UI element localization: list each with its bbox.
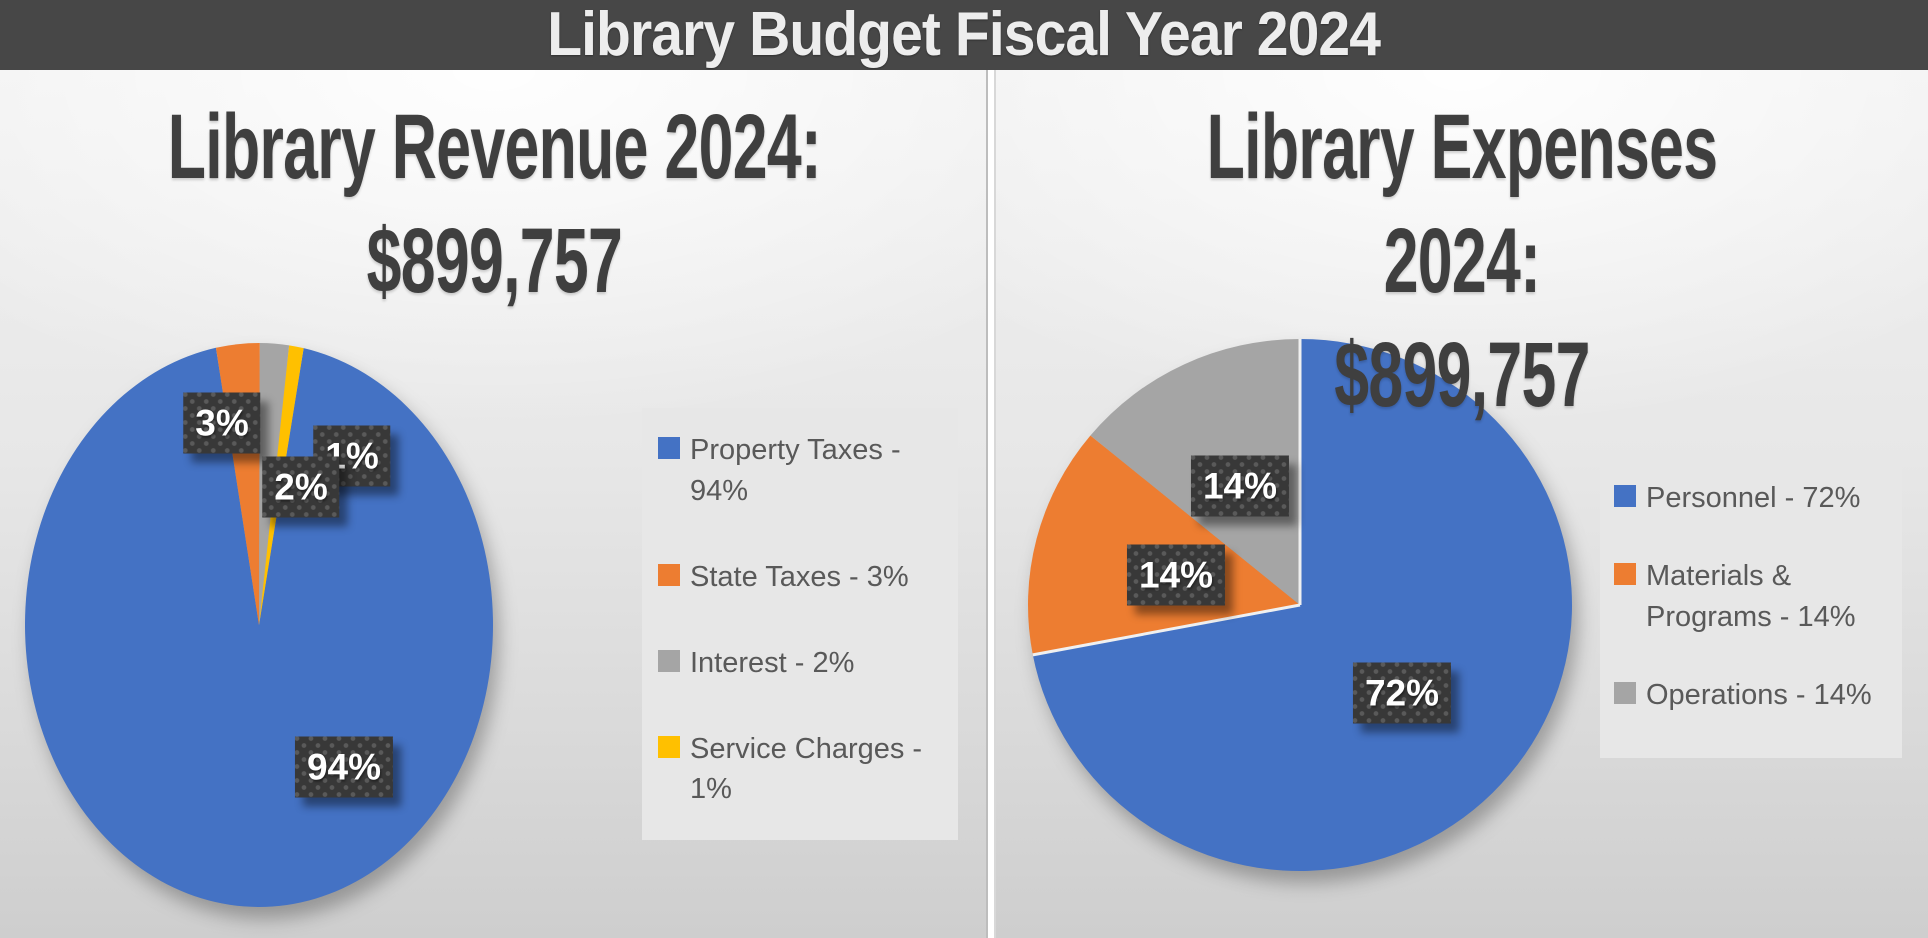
legend-item-personnel: Personnel - 72%	[1614, 478, 1892, 519]
legend-swatch-icon	[658, 563, 680, 586]
revenue-legend: Property Taxes - 94% State Taxes - 3% Inte…	[642, 408, 958, 840]
legend-item-label: Property Taxes - 94%	[690, 434, 901, 507]
pie-slice-interest	[259, 343, 290, 625]
legend-swatch-icon	[658, 735, 680, 758]
legend-swatch-icon	[1614, 682, 1636, 705]
legend-item-interest: Interest - 2%	[658, 643, 946, 684]
page-title-bar: Library Budget Fiscal Year 2024	[0, 0, 1928, 70]
legend-item-label: Materials & Programs - 14%	[1646, 560, 1856, 633]
legend-item-label: Personnel - 72%	[1646, 482, 1861, 514]
pie-slice-materials-programs	[1028, 435, 1300, 655]
page-title: Library Budget Fiscal Year 2024	[547, 0, 1382, 69]
pie-slice-operations	[1090, 339, 1300, 605]
data-label-service-charges: 1%	[313, 426, 390, 487]
data-label-personnel: 72%	[1353, 663, 1451, 724]
data-label-state-taxes: 3%	[183, 393, 260, 454]
expenses-chart-panel: Library Expenses 2024: $899,757 72% 14% 14…	[996, 70, 1928, 938]
legend-item-label: State Taxes - 3%	[690, 560, 909, 593]
legend-swatch-icon	[658, 649, 680, 672]
expenses-legend: Personnel - 72% Materials & Programs - 14…	[1600, 450, 1902, 758]
data-label-materials-programs: 14%	[1127, 545, 1225, 606]
data-label-property-taxes: 94%	[295, 737, 393, 798]
slice-separator-line	[1032, 603, 1301, 657]
revenue-chart-panel: Library Revenue 2024: $899,757 94% 3% 2% 1%…	[0, 70, 988, 938]
data-label-operations: 14%	[1191, 456, 1289, 517]
legend-item-service-charges: Service Charges - 1%	[658, 729, 946, 810]
legend-item-label: Service Charges - 1%	[690, 732, 923, 806]
legend-item-operations: Operations - 14%	[1614, 675, 1892, 716]
legend-item-property-taxes: Property Taxes - 94%	[658, 430, 946, 511]
legend-item-label: Interest - 2%	[690, 646, 855, 679]
revenue-data-labels: 94% 3% 2% 1%	[0, 70, 988, 938]
legend-item-state-taxes: State Taxes - 3%	[658, 557, 946, 598]
legend-swatch-icon	[1614, 485, 1636, 507]
expenses-data-labels: 72% 14% 14%	[996, 70, 1928, 938]
legend-swatch-icon	[1614, 563, 1636, 586]
panel-divider	[986, 70, 996, 938]
legend-swatch-icon	[658, 437, 680, 459]
expenses-pie-chart	[1028, 339, 1573, 871]
pie-slice-personnel	[1032, 339, 1573, 871]
legend-item-label: Operations - 14%	[1646, 679, 1872, 712]
data-label-interest: 2%	[262, 457, 339, 518]
legend-item-materials-programs: Materials & Programs - 14%	[1614, 556, 1892, 637]
